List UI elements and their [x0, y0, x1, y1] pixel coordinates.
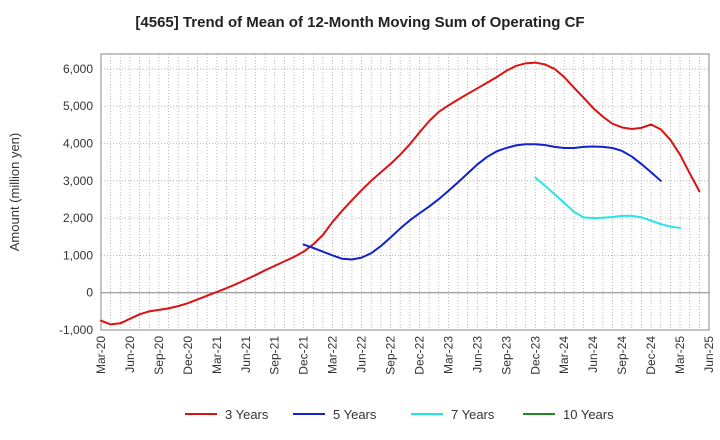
y-tick-label: 1,000 [63, 248, 93, 262]
x-tick-label: Mar-22 [326, 336, 340, 374]
y-axis-title: Amount (million yen) [7, 133, 22, 252]
x-tick-label: Jun-22 [355, 336, 369, 373]
y-tick-label: 0 [86, 286, 93, 300]
y-tick-label: 6,000 [63, 62, 93, 76]
y-tick-label: 4,000 [63, 137, 93, 151]
x-tick-label: Mar-21 [210, 336, 224, 374]
plot-frame [100, 53, 710, 331]
y-tick-label: -1,000 [59, 323, 93, 337]
x-tick-label: Jun-23 [470, 336, 484, 373]
x-tick-labels: Mar-20 Jun-20 Sep-20 Dec-20 Mar-21 Jun-21 Sep-… [94, 336, 716, 375]
x-tick-label: Sep-23 [499, 336, 513, 375]
x-tick-label: Sep-21 [268, 336, 282, 375]
x-tick-label: Sep-20 [152, 336, 166, 375]
x-tick-label: Jun-21 [239, 336, 253, 373]
x-tick-label: Dec-24 [644, 336, 658, 375]
y-tick-label: 2,000 [63, 211, 93, 225]
series-line-5-years [302, 143, 662, 261]
x-tick-label: Mar-23 [441, 336, 455, 374]
x-tick-label: Dec-21 [297, 336, 311, 375]
series-line-3-years [100, 61, 701, 326]
x-tick-label: Jun-24 [586, 336, 600, 373]
x-tick-label: Dec-23 [528, 336, 542, 375]
grid-layer [101, 54, 709, 331]
legend-label-5-years: 5 Years [333, 407, 377, 422]
x-tick-label: Sep-22 [384, 336, 398, 375]
chart-title: [4565] Trend of Mean of 12-Month Moving … [135, 14, 585, 31]
x-tick-label: Dec-22 [412, 336, 426, 375]
y-tick-label: 5,000 [63, 99, 93, 113]
series-layer [100, 61, 701, 326]
y-tick-label: 3,000 [63, 174, 93, 188]
legend-label-3-years: 3 Years [225, 407, 269, 422]
x-tick-label: Jun-25 [702, 336, 716, 373]
x-tick-label: Dec-20 [181, 336, 195, 375]
x-tick-label: Sep-24 [615, 336, 629, 375]
x-tick-label: Mar-20 [94, 336, 108, 374]
legend-label-7-years: 7 Years [451, 407, 495, 422]
series-line-7-years [534, 176, 682, 229]
x-tick-label: Mar-24 [557, 336, 571, 374]
y-tick-labels: -1,000 0 1,000 2,000 3,000 4,000 5,000 6,000 [59, 62, 93, 337]
x-tick-label: Jun-20 [123, 336, 137, 373]
legend: 3 Years 5 Years 7 Years 10 Years [185, 407, 614, 422]
x-tick-label: Mar-25 [673, 336, 687, 374]
legend-label-10-years: 10 Years [563, 407, 614, 422]
